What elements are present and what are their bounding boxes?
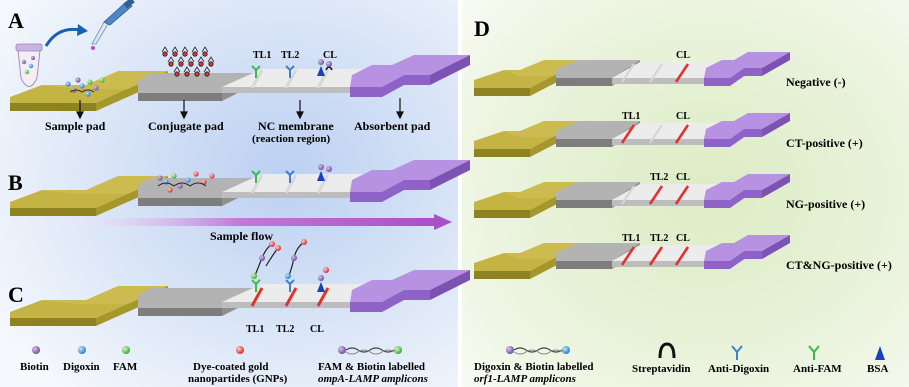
gnp-icon xyxy=(236,346,244,354)
bsa-icon xyxy=(875,346,885,360)
result-label-ng-positive: NG-positive (+) xyxy=(786,197,865,211)
biotin-icon xyxy=(32,346,40,354)
result-label-negative: Negative (-) xyxy=(786,75,846,89)
anti-digoxin-icon xyxy=(731,345,743,360)
tl1-line-negative xyxy=(621,63,635,83)
legend-digoxin: Digoxin xyxy=(63,361,100,373)
transfer-arrow xyxy=(44,27,81,47)
conjugate-pad-label: Conjugate pad xyxy=(148,119,224,133)
legend-anti-fam: Anti-FAM xyxy=(793,363,842,375)
tl2-line-negative xyxy=(649,63,663,83)
result-label-ctng-positive: CT&NG-positive (+) xyxy=(786,258,892,272)
panel-b-label: B xyxy=(8,170,23,195)
captured-lines-c xyxy=(250,239,330,307)
transfer-arrowhead xyxy=(77,24,88,36)
tl2-line-ng-positive xyxy=(648,185,664,205)
streptavidin-icon xyxy=(658,342,676,359)
cl-label-a: CL xyxy=(323,50,337,61)
result-strip-ct-positive: TL1 CL CT-positive (+) xyxy=(474,111,863,157)
tl2-label-ctng-positive: TL2 xyxy=(650,233,668,244)
legend-famb-line1: FAM & Biotin labelled xyxy=(318,361,425,373)
legend-streptavidin: Streptavidin xyxy=(632,363,690,375)
result-label-ct-positive: CT-positive (+) xyxy=(786,136,863,150)
cl-label-ct-positive: CL xyxy=(676,111,690,122)
tl1-label-ctng-positive: TL1 xyxy=(622,233,640,244)
cl-label-ctng-positive: CL xyxy=(676,233,690,244)
legend-digb-line2: orf1-LAMP amplicons xyxy=(474,373,576,385)
sample-flow-arrowhead xyxy=(434,214,452,230)
tl1-label-ct-positive: TL1 xyxy=(622,111,640,122)
tl2-label-c: TL2 xyxy=(276,324,294,335)
tl1-line-ct-positive xyxy=(620,124,636,144)
tl1-line-ng-positive xyxy=(621,185,635,205)
cl-label-negative: CL xyxy=(676,50,690,61)
legend-famb-line2: ompA-LAMP amplicons xyxy=(318,373,428,385)
tl1-line-ctng-positive xyxy=(620,246,636,266)
reaction-region-label: (reaction region) xyxy=(252,133,330,145)
cl-line-ct-positive xyxy=(674,124,690,144)
strip-c xyxy=(10,239,470,326)
legend-gnp-line2: nanopartides (GNPs) xyxy=(188,373,288,385)
migrating-complexes xyxy=(157,171,215,193)
tl1-label-a: TL1 xyxy=(253,50,271,61)
tl1-label-c: TL1 xyxy=(246,324,264,335)
cl-label-c: CL xyxy=(310,324,324,335)
panel-divider xyxy=(458,0,462,387)
sample-flow-arrow xyxy=(40,218,435,226)
tl2-label-a: TL2 xyxy=(281,50,299,61)
sample-flow-label: Sample flow xyxy=(210,229,273,243)
panel-c-label: C xyxy=(8,282,24,307)
legend-gnp-line1: Dye-coated gold xyxy=(193,361,268,373)
anti-fam-icon xyxy=(808,345,820,360)
conjugate-particles xyxy=(161,46,215,77)
tl2-label-ng-positive: TL2 xyxy=(650,172,668,183)
panel-a-label: A xyxy=(8,8,24,33)
legend-bsa: BSA xyxy=(867,363,888,375)
tl2-line-ct-positive xyxy=(649,124,663,144)
tl2-line-ctng-positive xyxy=(648,246,664,266)
absorbent-pad-label: Absorbent pad xyxy=(354,119,431,133)
sample-pad-particles xyxy=(65,77,105,97)
legend-right: Digoxin & Biotin labelled orf1-LAMP ampl… xyxy=(474,342,888,385)
legend-left: Biotin Digoxin FAM Dye-coated gold nanop… xyxy=(20,346,428,385)
result-strips: CL Negative (-) TL1 CL CT-positive (+) TL2 CL N… xyxy=(474,50,892,279)
legend-digb-line1: Digoxin & Biotin labelled xyxy=(474,361,594,373)
sample-tube xyxy=(15,43,43,87)
strip-part-pointers xyxy=(76,98,404,120)
result-strip-ng-positive: TL2 CL NG-positive (+) xyxy=(474,172,865,218)
fam-biotin-amplicon-icon xyxy=(338,346,402,355)
cl-line-ng-positive xyxy=(674,185,690,205)
panel-d-label: D xyxy=(474,16,490,41)
legend-biotin: Biotin xyxy=(20,361,49,373)
cl-label-ng-positive: CL xyxy=(676,172,690,183)
sample-pad-label: Sample pad xyxy=(45,119,106,133)
strip-b xyxy=(10,160,470,216)
cl-line-negative xyxy=(674,63,690,83)
fam-icon xyxy=(122,346,130,354)
strip-a xyxy=(10,46,470,111)
legend-fam: FAM xyxy=(113,361,138,373)
result-strip-negative: CL Negative (-) xyxy=(474,50,846,96)
capture-probes-a xyxy=(250,59,333,89)
capture-probes-b xyxy=(250,164,332,194)
pipette xyxy=(91,0,135,50)
legend-anti-digoxin: Anti-Digoxin xyxy=(708,363,769,375)
cl-line-ctng-positive xyxy=(674,246,690,266)
digoxin-icon xyxy=(78,346,86,354)
nc-membrane-label: NC membrane xyxy=(258,119,334,133)
digoxin-biotin-amplicon-icon xyxy=(506,346,570,355)
result-strip-ctng-positive: TL1 TL2 CL CT&NG-positive (+) xyxy=(474,233,892,279)
